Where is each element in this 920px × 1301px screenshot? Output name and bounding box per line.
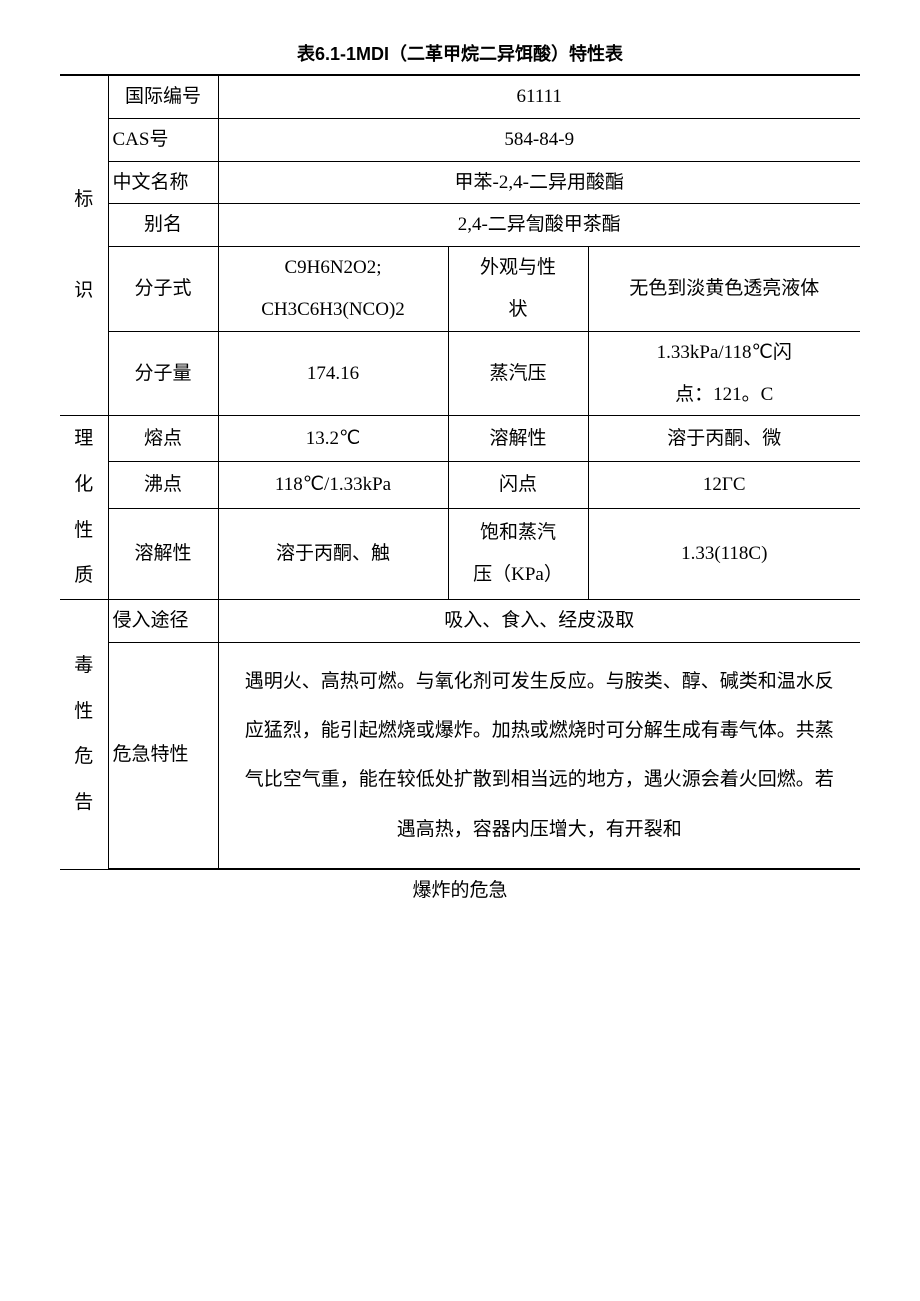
- value-vapor: 1.33kPa/118℃闪 点：121。C: [588, 331, 860, 416]
- label-mp: 熔点: [108, 416, 218, 462]
- label-satvap: 饱和蒸汽压（KPa）: [448, 508, 588, 599]
- vapor-line2: 点：121。C: [675, 384, 773, 405]
- hazard-footer: 爆炸的危急: [60, 874, 860, 908]
- table-caption: 表6.1-1MDI（二革甲烷二异饵酸）特性表: [60, 40, 860, 66]
- value-appearance: 无色到淡黄色透亮液体: [588, 247, 860, 332]
- label-formula: 分子式: [108, 247, 218, 332]
- label-cas: CAS号: [108, 118, 218, 161]
- value-flash: 12ΓC: [588, 462, 860, 508]
- vapor-line1: 1.33kPa/118℃闪: [657, 342, 792, 363]
- value-mp: 13.2℃: [218, 416, 448, 462]
- section-toxicity: 毒性危告: [60, 599, 108, 869]
- label-solubility: 溶解性: [448, 416, 588, 462]
- properties-table: 标识 国际编号 61111 CAS号 584-84-9 中文名称 甲苯-2,4-…: [60, 74, 860, 870]
- label-flash: 闪点: [448, 462, 588, 508]
- formula-line1: C9H6N2O2;: [284, 257, 381, 278]
- label-hazard: 危急特性: [108, 642, 218, 869]
- value-route: 吸入、食入、经皮汲取: [218, 599, 860, 642]
- label-appearance: 外观与性状: [448, 247, 588, 332]
- section-identification: 标识: [60, 75, 108, 416]
- value-molweight: 174.16: [218, 331, 448, 416]
- value-alias: 2,4-二异訇酸甲茶酯: [218, 204, 860, 247]
- label-intl-no: 国际编号: [108, 75, 218, 118]
- value-satvap: 1.33(118C): [588, 508, 860, 599]
- label-bp: 沸点: [108, 462, 218, 508]
- label-alias: 别名: [108, 204, 218, 247]
- value-formula: C9H6N2O2; CH3C6H3(NCO)2: [218, 247, 448, 332]
- value-sol2: 溶于丙酮、触: [218, 508, 448, 599]
- formula-line2: CH3C6H3(NCO)2: [261, 299, 405, 320]
- label-route: 侵入途径: [108, 599, 218, 642]
- value-intl-no: 61111: [218, 75, 860, 118]
- value-solubility: 溶于丙酮、微: [588, 416, 860, 462]
- value-cas: 584-84-9: [218, 118, 860, 161]
- label-cn-name: 中文名称: [108, 161, 218, 204]
- section-physchem: 理化性质: [60, 416, 108, 599]
- label-molweight: 分子量: [108, 331, 218, 416]
- label-vapor: 蒸汽压: [448, 331, 588, 416]
- value-bp: 118℃/1.33kPa: [218, 462, 448, 508]
- value-cn-name: 甲苯-2,4-二异用酸酯: [218, 161, 860, 204]
- value-hazard: 遇明火、高热可燃。与氧化剂可发生反应。与胺类、醇、碱类和温水反应猛烈，能引起燃烧…: [218, 642, 860, 869]
- label-sol2: 溶解性: [108, 508, 218, 599]
